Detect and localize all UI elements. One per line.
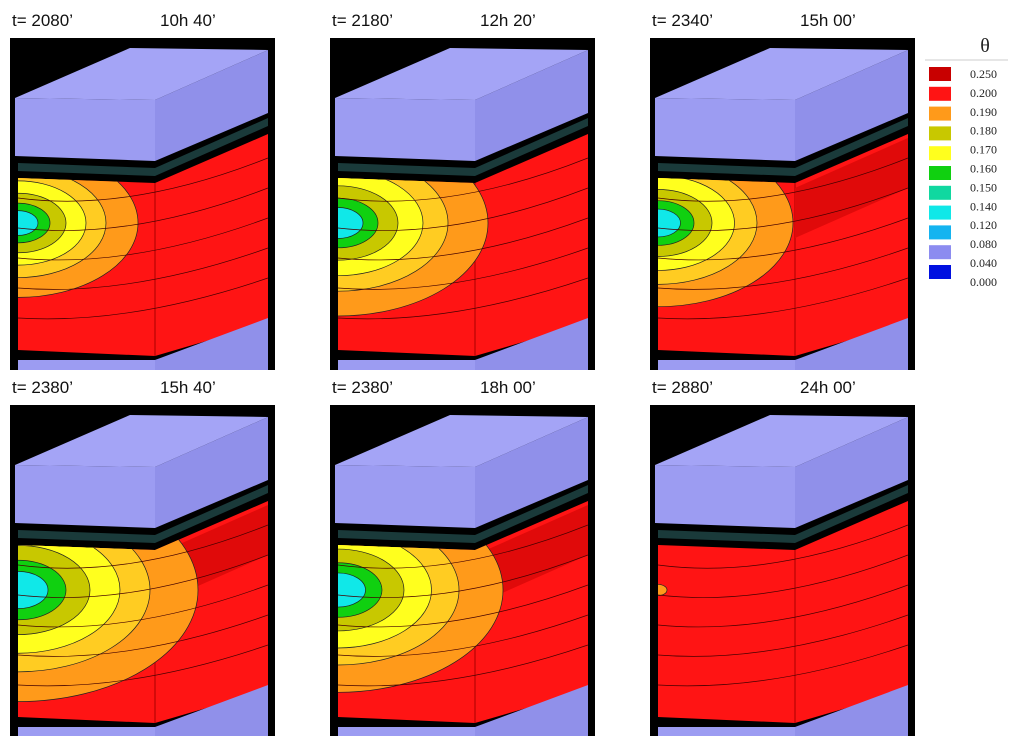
legend-label: 0.040 (970, 256, 997, 270)
legend-swatch (929, 67, 951, 81)
legend-label: 0.170 (970, 143, 997, 157)
legend-label: 0.150 (970, 180, 997, 194)
panel-step: t= 2880’ (652, 378, 713, 397)
bottom-front (658, 727, 795, 736)
panel-step: t= 2380’ (332, 378, 393, 397)
legend-label: 0.140 (970, 199, 997, 213)
panel-step: t= 2340’ (652, 11, 713, 30)
panel-time: 15h 40’ (160, 378, 216, 397)
panel (0, 38, 275, 370)
bottom-front (338, 360, 475, 370)
block-front (335, 465, 475, 528)
panel (0, 405, 275, 736)
legend-swatch (929, 146, 951, 160)
bottom-front (18, 360, 155, 370)
legend-label: 0.120 (970, 218, 997, 232)
block-front (15, 98, 155, 161)
panel-time: 24h 00’ (800, 378, 856, 397)
legend-swatch (929, 166, 951, 180)
legend-label: 0.250 (970, 67, 997, 81)
legend-label: 0.190 (970, 105, 997, 119)
legend-swatch (929, 225, 951, 239)
legend-label: 0.160 (970, 162, 997, 176)
panel-time: 10h 40’ (160, 11, 216, 30)
panel-time: 18h 00’ (480, 378, 536, 397)
legend-label: 0.000 (970, 275, 997, 289)
legend-label: 0.180 (970, 124, 997, 138)
legend-swatch (929, 126, 951, 140)
block-front (15, 465, 155, 528)
legend-swatch (929, 107, 951, 121)
legend-swatch (929, 186, 951, 200)
legend-swatch (929, 245, 951, 259)
panel-time: 15h 00’ (800, 11, 856, 30)
panel-time: 12h 20’ (480, 11, 536, 30)
contour (311, 573, 366, 607)
contour (0, 211, 38, 236)
bottom-front (338, 727, 475, 736)
panel (649, 405, 915, 736)
legend-swatch (929, 206, 951, 220)
bottom-front (18, 727, 155, 736)
legend-label: 0.080 (970, 237, 997, 251)
panel-step: t= 2080’ (12, 11, 73, 30)
legend-label: 0.200 (970, 86, 997, 100)
legend-title: θ (980, 35, 990, 57)
legend-swatch (929, 265, 951, 279)
block-front (655, 465, 795, 528)
block-front (335, 98, 475, 161)
figure: t= 2080’ 10h 40’ t= 2180’ 12h 20’ t= 2340’ 15… (0, 0, 1010, 736)
panel-step: t= 2380’ (12, 378, 73, 397)
panels: t= 2080’ 10h 40’ t= 2180’ 12h 20’ t= 2340’ 15… (0, 11, 915, 736)
bottom-front (658, 360, 795, 370)
contour (636, 209, 681, 237)
panel-step: t= 2180’ (332, 11, 393, 30)
block-front (655, 98, 795, 161)
legend-swatch (929, 87, 951, 101)
legend: θ 0.250 0.200 0.190 0.180 0.170 0.160 0.150 0.1… (925, 35, 1008, 289)
contour (313, 208, 363, 239)
